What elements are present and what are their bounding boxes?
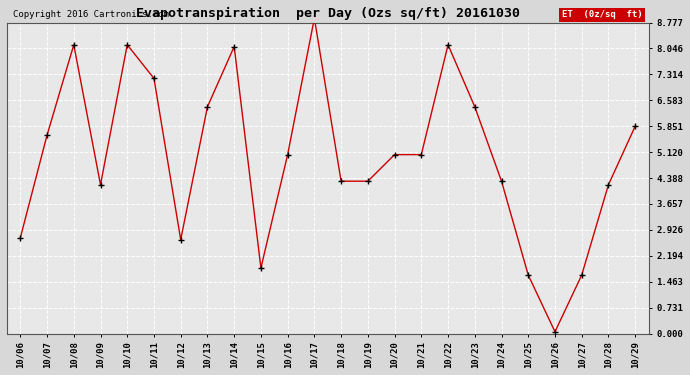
Text: Copyright 2016 Cartronics.com: Copyright 2016 Cartronics.com — [13, 10, 169, 20]
Text: ET  (0z/sq  ft): ET (0z/sq ft) — [562, 10, 642, 20]
Title: Evapotranspiration  per Day (Ozs sq/ft) 20161030: Evapotranspiration per Day (Ozs sq/ft) 2… — [136, 7, 520, 20]
